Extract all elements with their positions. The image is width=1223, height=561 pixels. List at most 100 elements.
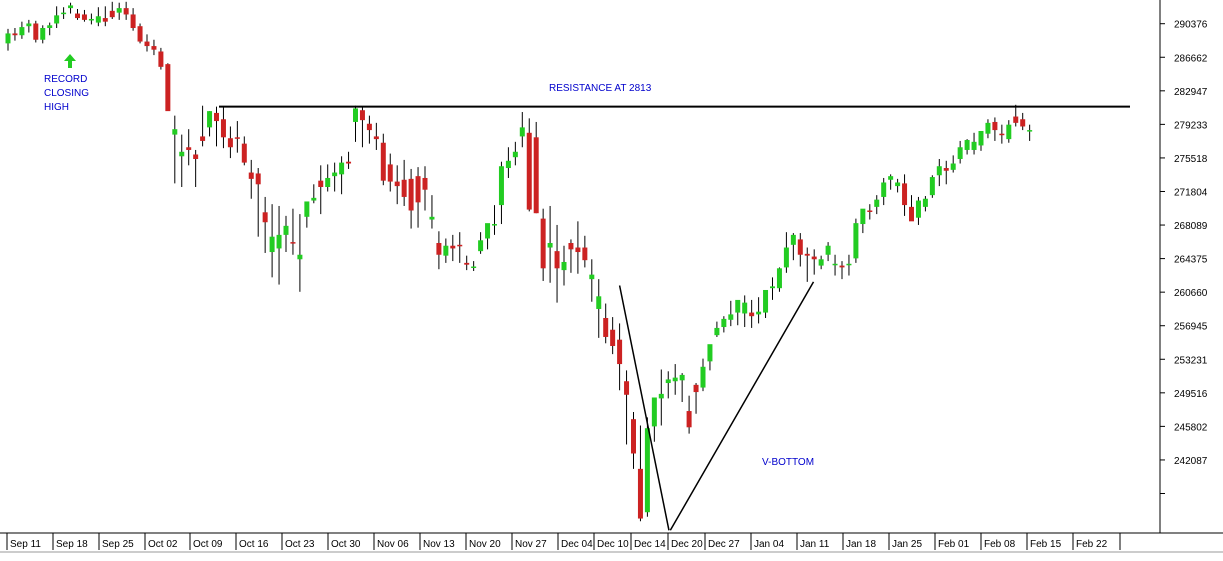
candle-body-up	[651, 397, 657, 427]
candle	[283, 215, 289, 253]
candle-body-up	[756, 311, 762, 315]
candle-body-up	[964, 140, 970, 150]
candle	[255, 168, 261, 237]
candle	[68, 2, 74, 14]
candle-body-up	[297, 254, 303, 260]
x-tick-label: Feb 15	[1030, 539, 1062, 550]
record-high-line-3: HIGH	[44, 102, 69, 113]
candle-body-down	[436, 243, 442, 255]
candle-body-down	[450, 245, 456, 249]
candle	[492, 205, 497, 235]
candle	[922, 196, 928, 212]
candle-body-up	[561, 261, 567, 271]
candle	[679, 373, 685, 403]
candle-body-up	[846, 263, 852, 266]
candle	[179, 134, 185, 188]
candle	[672, 364, 678, 395]
candle	[888, 174, 894, 190]
candle-body-down	[568, 243, 574, 250]
candle-body-up	[429, 216, 435, 220]
candle	[860, 208, 866, 234]
candle-body-up	[728, 314, 734, 320]
candle	[471, 261, 477, 272]
candle	[123, 1, 129, 20]
candle	[227, 126, 233, 159]
candle	[75, 9, 80, 20]
x-tick-label: Oct 23	[285, 539, 315, 550]
x-tick-label: Dec 10	[597, 539, 629, 550]
x-tick-label: Oct 09	[193, 539, 223, 550]
candle-body-up	[172, 129, 178, 135]
candle	[40, 25, 46, 44]
x-tick-label: Nov 13	[423, 539, 455, 550]
candle-body-up	[478, 240, 484, 252]
candle	[144, 34, 150, 52]
candle-body-up	[832, 263, 838, 266]
x-tick-label: Oct 16	[239, 539, 269, 550]
candle	[999, 124, 1005, 144]
candle-body-up	[519, 127, 525, 137]
candle	[881, 177, 887, 206]
candle	[846, 254, 852, 276]
candle	[825, 242, 831, 262]
candle-body-up	[1006, 124, 1012, 140]
candle-body-down	[533, 137, 539, 214]
candle	[610, 317, 616, 355]
candle-body-down	[408, 178, 414, 211]
candle-body-up	[790, 234, 796, 245]
candle-body-up	[5, 33, 11, 44]
candle	[971, 132, 977, 155]
candle-body-up	[888, 176, 894, 180]
candle-body-up	[26, 23, 32, 27]
x-tick-label: Dec 04	[561, 539, 593, 550]
x-tick-label: Jan 11	[800, 539, 830, 550]
y-tick-label: 268089	[1174, 221, 1208, 232]
candle	[505, 147, 511, 178]
candle-body-down	[387, 164, 393, 182]
candle	[346, 151, 352, 169]
candle	[867, 204, 873, 220]
x-tick-label: Jan 18	[846, 539, 876, 550]
candle	[137, 23, 143, 44]
candle	[193, 149, 199, 188]
candle	[783, 232, 789, 273]
candle-body-down	[582, 247, 588, 261]
v-bottom-label: V-BOTTOM	[762, 457, 814, 468]
candle-body-up	[763, 289, 769, 313]
candle	[158, 47, 164, 70]
candle-body-down	[234, 137, 240, 139]
candle	[102, 6, 108, 27]
candle	[693, 383, 699, 414]
candle	[1006, 120, 1012, 143]
candle	[915, 196, 921, 225]
candle	[561, 245, 567, 286]
candle-body-up	[492, 224, 497, 226]
x-tick-label: Nov 06	[377, 539, 409, 550]
candle-body-down	[130, 14, 136, 29]
x-tick-label: Oct 02	[148, 539, 178, 550]
candle-body-up	[339, 162, 345, 175]
candle	[95, 7, 101, 27]
candle-body-down	[526, 132, 532, 210]
candle-body-down	[575, 247, 581, 253]
candle	[464, 255, 470, 271]
candle-body-up	[825, 245, 831, 255]
candle	[485, 223, 491, 250]
candle-body-up	[207, 111, 213, 128]
candle	[533, 121, 539, 214]
candle-body-up	[304, 201, 310, 217]
candle-body-down	[394, 181, 400, 187]
candle	[214, 106, 219, 147]
candle	[526, 118, 532, 212]
candle	[700, 358, 706, 392]
y-tick-label: 286662	[1174, 53, 1208, 64]
candle-body-down	[415, 176, 421, 203]
candle-body-up	[116, 8, 122, 13]
candle	[742, 295, 748, 328]
candle	[770, 277, 775, 300]
candle-body-down	[200, 136, 206, 141]
candle	[658, 369, 664, 426]
candle-body-down	[165, 64, 171, 112]
